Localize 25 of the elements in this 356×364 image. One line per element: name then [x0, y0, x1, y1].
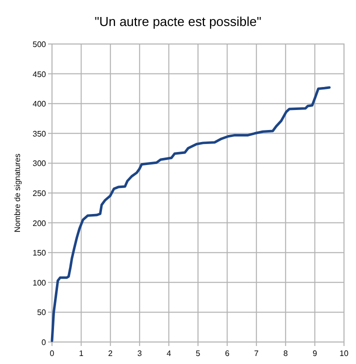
- x-tick-label: 10: [340, 349, 349, 358]
- chart-title: "Un autre pacte est possible": [94, 14, 262, 29]
- x-tick-label: 2: [108, 349, 114, 358]
- y-tick-label: 500: [32, 40, 47, 49]
- y-tick-label: 0: [42, 338, 47, 347]
- x-tick-label: 0: [50, 349, 55, 358]
- y-tick-label: 150: [32, 248, 47, 258]
- y-tick-label: 50: [37, 308, 47, 318]
- y-tick-label: 250: [32, 189, 47, 198]
- x-tick-label: 9: [312, 349, 318, 358]
- x-tick-label: 5: [196, 349, 201, 358]
- y-tick-label: 450: [32, 70, 47, 79]
- y-axis-title: Nombre de signatures: [13, 154, 22, 232]
- y-tick-label: 200: [32, 218, 47, 228]
- x-tick-label: 3: [137, 349, 142, 358]
- y-tick-label: 100: [32, 278, 47, 288]
- x-tick-label: 6: [224, 349, 230, 358]
- y-tick-label: 300: [32, 159, 47, 168]
- x-tick-label: 7: [254, 349, 260, 358]
- x-tick-label: 1: [78, 349, 84, 358]
- x-tick-label: 4: [166, 349, 172, 358]
- line-series: [50, 86, 331, 342]
- y-tick-label: 350: [32, 129, 47, 138]
- y-tick-label: 400: [32, 100, 47, 109]
- x-tick-label: 8: [283, 349, 288, 358]
